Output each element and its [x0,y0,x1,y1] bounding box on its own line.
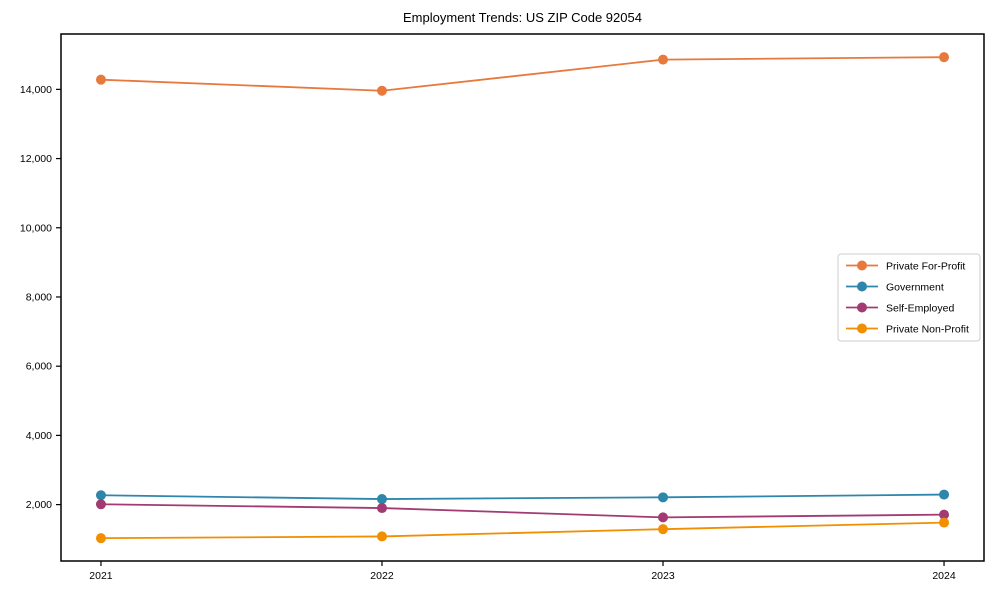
data-point-government-2024 [939,489,950,500]
data-point-self-employed-2022 [376,503,387,514]
legend-label-self-employed: Self-Employed [886,302,954,314]
y-tick-label: 6,000 [26,361,52,373]
y-tick-label: 10,000 [20,222,52,234]
data-point-self-employed-2021 [95,499,106,510]
chart-title: Employment Trends: US ZIP Code 92054 [403,10,642,25]
legend-label-private-for-profit: Private For-Profit [886,260,965,272]
series-line-private-for-profit [100,56,945,92]
x-tick-label: 2021 [89,570,113,582]
data-point-private-non-profit-2022 [376,531,387,542]
legend-label-government: Government [886,281,944,293]
legend-marker-government [857,281,867,292]
data-point-self-employed-2024 [939,509,950,520]
series-line-self-employed [100,503,945,519]
legend-marker-private-for-profit [857,260,867,271]
data-point-private-for-profit-2021 [95,74,106,85]
x-tick-label: 2024 [932,570,956,582]
data-point-government-2022 [376,494,387,505]
series-line-government [100,493,945,500]
data-point-private-non-profit-2024 [939,517,950,528]
legend-box [837,253,981,342]
legend-marker-private-non-profit [857,323,867,334]
legend-label-private-non-profit: Private Non-Profit [886,323,969,335]
y-tick-label: 12,000 [20,153,52,165]
data-point-private-non-profit-2023 [658,524,669,535]
data-point-government-2023 [658,492,669,503]
plot-border [60,33,985,562]
data-point-private-non-profit-2021 [95,533,106,544]
x-tick-label: 2023 [651,570,675,582]
data-point-private-for-profit-2024 [939,52,950,63]
series-line-private-non-profit [100,521,945,540]
y-tick-label: 2,000 [26,499,52,511]
data-point-government-2021 [95,490,106,501]
y-tick-label: 4,000 [26,430,52,442]
legend-marker-self-employed [857,302,867,313]
data-point-self-employed-2023 [658,512,669,523]
data-point-private-for-profit-2023 [658,54,669,65]
y-tick-label: 8,000 [26,291,52,303]
x-tick-label: 2022 [370,570,394,582]
y-tick-label: 14,000 [20,84,52,96]
data-point-private-for-profit-2022 [376,85,387,96]
